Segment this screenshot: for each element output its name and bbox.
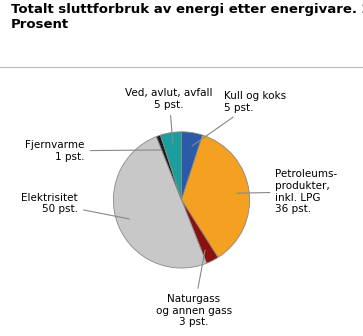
- Text: Fjernvarme
1 pst.: Fjernvarme 1 pst.: [25, 140, 161, 162]
- Text: Petroleums-
produkter,
inkl. LPG
36 pst.: Petroleums- produkter, inkl. LPG 36 pst.: [237, 169, 338, 214]
- Wedge shape: [113, 137, 207, 268]
- Wedge shape: [182, 132, 203, 200]
- Text: Naturgass
og annen gass
3 pst.: Naturgass og annen gass 3 pst.: [156, 250, 232, 327]
- Text: Kull og koks
5 pst.: Kull og koks 5 pst.: [192, 91, 286, 146]
- Wedge shape: [160, 132, 182, 200]
- Wedge shape: [156, 135, 182, 200]
- Text: Ved, avlut, avfall
5 pst.: Ved, avlut, avfall 5 pst.: [126, 88, 213, 145]
- Text: Totalt sluttforbruk av energi etter energivare. 2007.
Prosent: Totalt sluttforbruk av energi etter ener…: [11, 3, 363, 31]
- Wedge shape: [182, 135, 250, 257]
- Wedge shape: [182, 200, 218, 263]
- Text: Elektrisitet
50 pst.: Elektrisitet 50 pst.: [21, 193, 129, 219]
